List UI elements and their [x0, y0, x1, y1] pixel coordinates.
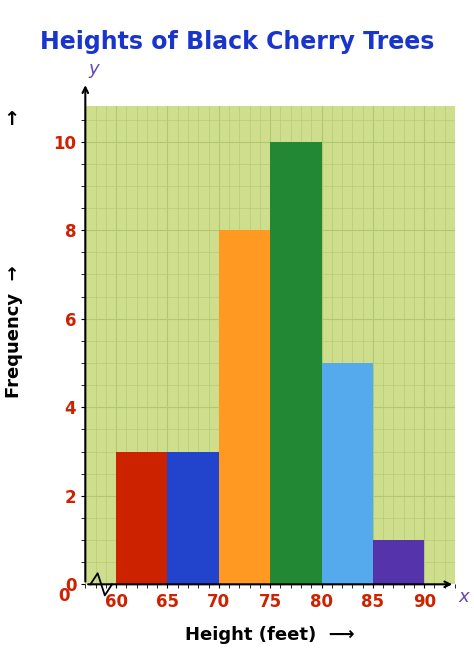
Bar — [373, 540, 424, 584]
Text: x: x — [458, 588, 469, 606]
Bar — [116, 452, 167, 584]
Text: ↑: ↑ — [4, 110, 20, 129]
Text: Heights of Black Cherry Trees: Heights of Black Cherry Trees — [40, 30, 434, 54]
Bar — [321, 363, 373, 584]
Bar — [219, 230, 270, 584]
Bar — [270, 141, 321, 584]
Text: 0: 0 — [58, 586, 70, 604]
Text: y: y — [88, 60, 99, 78]
Bar — [167, 452, 219, 584]
Text: Frequency  →: Frequency → — [5, 266, 23, 398]
Text: Height (feet)  ⟶: Height (feet) ⟶ — [185, 626, 355, 644]
